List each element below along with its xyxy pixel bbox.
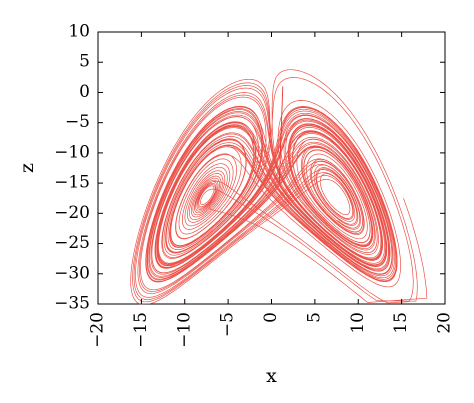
y-tick-label: 5 [79,52,90,72]
y-axis-label: z [16,163,38,173]
y-axis-ticks: 10 5 0 −5 −10 −15 −20 −25 −30 −35 [54,22,445,314]
y-tick-label: −15 [54,173,90,193]
x-tick-label: −15 [131,312,151,348]
trajectory-series [130,69,428,305]
y-tick-label: −5 [65,112,90,132]
x-tick-label: 5 [304,312,324,323]
x-tick-label: 15 [391,312,411,334]
y-tick-label: −25 [54,233,90,253]
y-tick-label: −10 [54,142,90,162]
y-tick-label: −20 [54,203,90,223]
x-tick-label: 0 [261,312,281,323]
x-tick-label: 10 [348,312,368,334]
y-tick-label: −30 [54,263,90,283]
x-axis-ticks: −20 −15 −10 −5 0 5 10 15 20 [88,32,455,348]
y-tick-label: 10 [68,22,90,42]
x-tick-label: −20 [88,312,108,348]
x-tick-label: −5 [218,312,238,337]
y-tick-label: 0 [79,82,90,102]
trajectory-line [130,69,428,305]
x-tick-label: −10 [174,312,194,348]
x-axis-label: x [266,365,277,387]
y-tick-label: −35 [54,294,90,314]
x-tick-label: 20 [435,312,455,334]
